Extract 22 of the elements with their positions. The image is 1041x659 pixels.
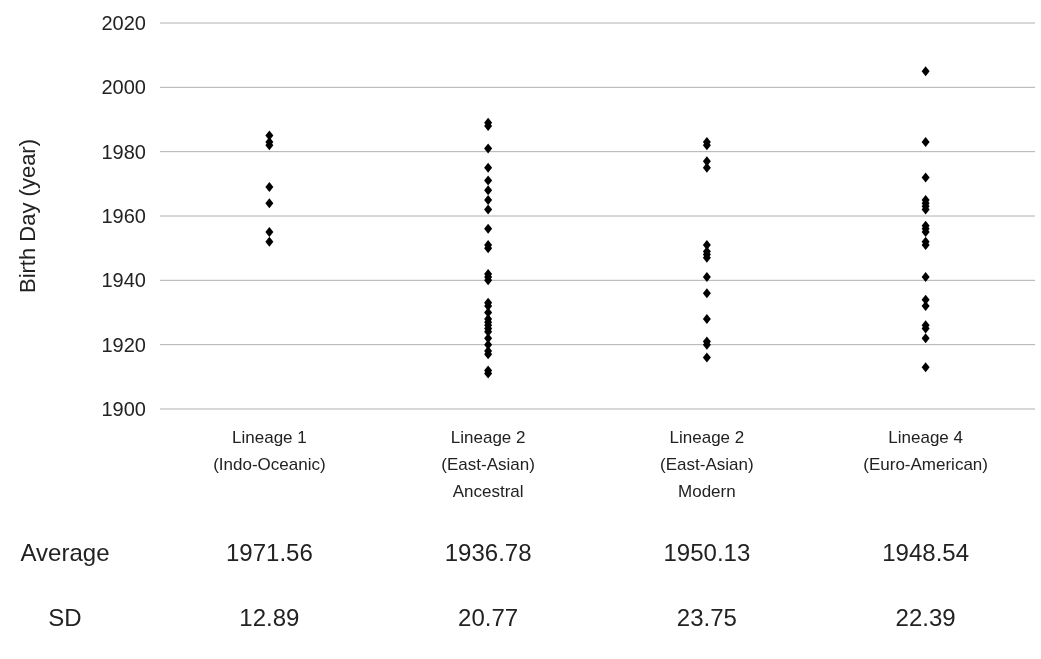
y-axis-title: Birth Day (year): [15, 138, 40, 294]
text: 22.39: [895, 604, 956, 631]
text: 1971.56: [225, 539, 313, 566]
text: 1948.54: [882, 539, 970, 566]
y-tick-label: 1900: [101, 398, 146, 420]
x-tick-label: Lineage 2 (East-Asian) Ancestral: [441, 428, 535, 501]
text: Average: [20, 539, 110, 566]
x-tick-label: Lineage 4 (Euro-American): [863, 428, 988, 474]
text: 1950.13: [663, 539, 751, 566]
x-tick-label: Lineage 1 (Indo-Oceanic): [213, 428, 326, 474]
text: 1936.78: [444, 539, 532, 566]
text: SD: [48, 604, 82, 631]
text: 23.75: [676, 604, 737, 631]
y-tick-label: 2020: [101, 12, 146, 34]
x-tick-label: Lineage 2 (East-Asian) Modern: [660, 428, 754, 501]
y-tick-label: 1980: [101, 140, 146, 163]
text: 12.89: [239, 604, 300, 631]
y-tick-label: 1940: [101, 269, 146, 292]
y-tick-label: 1960: [101, 205, 146, 227]
text: 20.77: [458, 604, 519, 631]
y-tick-label: 1920: [101, 333, 146, 356]
y-tick-label: 2000: [101, 76, 146, 99]
